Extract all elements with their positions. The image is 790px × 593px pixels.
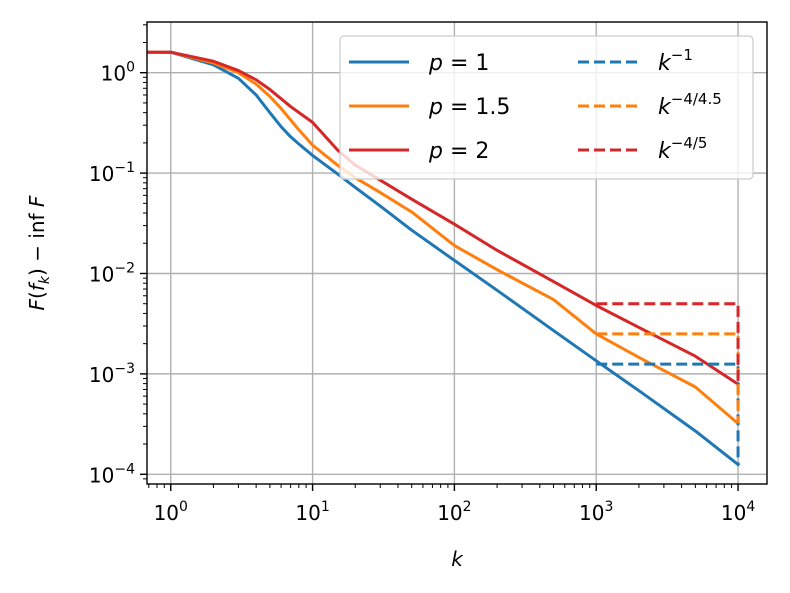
x-tick-label: 100 (154, 499, 188, 525)
x-tick-label-base: 10 (295, 501, 320, 525)
x-tick-label-base: 10 (721, 501, 746, 525)
y-tick-label-base: 10 (89, 262, 114, 286)
x-tick-label: 103 (579, 499, 613, 525)
series-line-5 (596, 302, 740, 385)
x-tick-label-base: 10 (437, 501, 462, 525)
y-axis-label-part: ) (25, 268, 49, 276)
y-tick-label-exp: −3 (114, 361, 135, 377)
series-line-0 (147, 50, 741, 467)
legend-label-value: = 2 (443, 139, 489, 164)
y-axis-label-part: F (25, 195, 49, 207)
x-tick-label-exp: 3 (604, 499, 613, 515)
y-tick-label-exp: −4 (114, 461, 135, 477)
y-axis-label-part: − inf (25, 207, 49, 268)
legend-label-5-base: k (658, 139, 672, 164)
legend-label-4: k−4/4.5 (658, 90, 722, 120)
y-axis-label: F(fk) − inf F (25, 195, 53, 310)
y-tick-label-base: 10 (89, 162, 114, 186)
y-tick-label: 10−3 (89, 361, 135, 387)
series-line-4 (596, 332, 740, 424)
legend-frame (339, 35, 754, 180)
series-line-3 (596, 362, 740, 465)
y-tick-label-exp: 0 (126, 60, 135, 76)
y-tick-label-base: 10 (89, 463, 114, 487)
y-axis-label-part: F (25, 298, 49, 310)
legend-label-4-base: k (658, 95, 672, 120)
legend-label-var: p (428, 95, 443, 120)
x-tick-label-exp: 4 (746, 499, 755, 515)
legend-label-2: p = 2 (428, 139, 489, 164)
legend-label-5-exp: −4/5 (671, 134, 708, 152)
legend-label-3-exp: −1 (671, 46, 693, 64)
legend-label-3: k−1 (658, 46, 693, 76)
x-tick-label: 101 (295, 499, 329, 525)
y-tick-label: 100 (101, 60, 135, 86)
x-axis-label: k (451, 547, 464, 571)
x-tick-label: 102 (437, 499, 471, 525)
legend-label-var: p (428, 139, 443, 164)
axis-labels: kF(fk) − inf F (25, 195, 464, 571)
x-tick-label-exp: 2 (463, 499, 472, 515)
x-tick-label-base: 10 (154, 501, 179, 525)
y-tick-label-base: 10 (89, 363, 114, 387)
x-tick-label-exp: 0 (179, 499, 188, 515)
legend: p = 1p = 1.5p = 2k−1k−4/4.5k−4/5 (339, 35, 754, 180)
legend-label-0: p = 1 (428, 51, 489, 76)
y-tick-label-exp: −1 (114, 160, 135, 176)
y-axis-label-part: f (25, 281, 49, 291)
legend-label-value: = 1 (443, 51, 489, 76)
legend-label-4-exp: −4/4.5 (671, 90, 722, 108)
legend-label-value: = 1.5 (443, 95, 510, 120)
x-tick-label-base: 10 (579, 501, 604, 525)
legend-label-3-base: k (658, 51, 672, 76)
y-axis-label-part: k (37, 275, 53, 284)
y-tick-label: 10−2 (89, 260, 135, 286)
legend-label-5: k−4/5 (658, 134, 707, 164)
y-tick-label: 10−1 (89, 160, 135, 186)
x-tick-label: 104 (721, 499, 755, 525)
y-axis-label-part: ( (25, 291, 49, 299)
plot-frame (146, 21, 768, 485)
y-tick-label-exp: −2 (114, 260, 135, 276)
y-tick-label-base: 10 (101, 62, 126, 86)
x-tick-label-exp: 1 (321, 499, 330, 515)
legend-label-1: p = 1.5 (428, 95, 510, 120)
legend-label-var: p (428, 51, 443, 76)
y-tick-label: 10−4 (89, 461, 135, 487)
